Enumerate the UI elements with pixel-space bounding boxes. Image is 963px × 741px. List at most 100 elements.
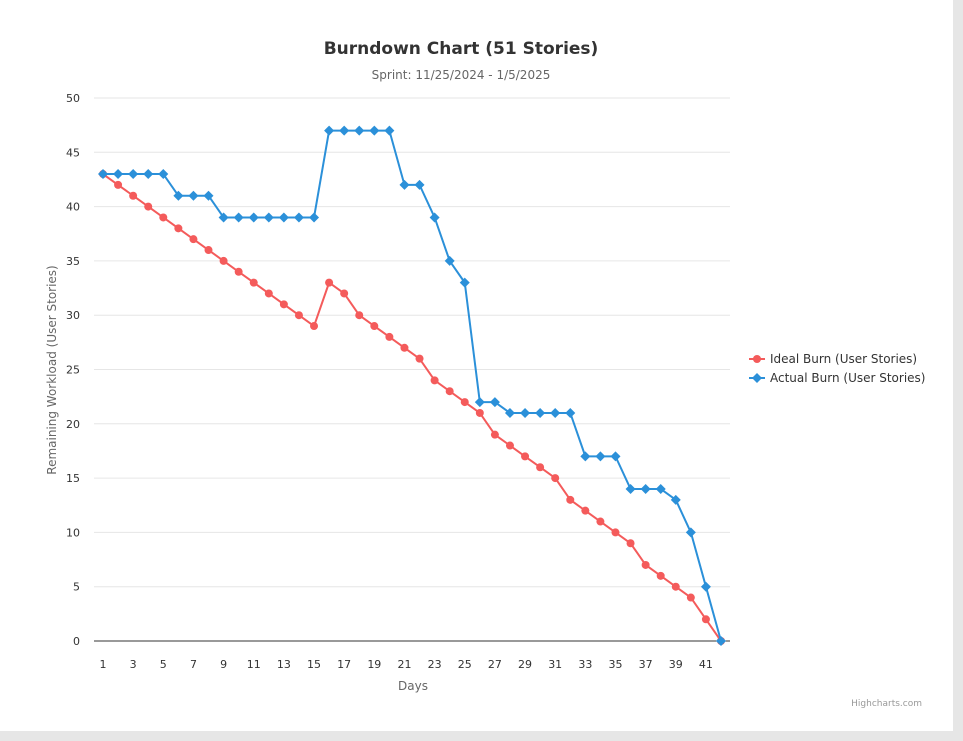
data-point[interactable] xyxy=(203,190,214,201)
data-point[interactable] xyxy=(444,255,455,266)
data-point[interactable] xyxy=(536,463,545,472)
data-point[interactable] xyxy=(354,125,365,136)
x-tick-label: 23 xyxy=(428,658,442,671)
burndown-chart: Burndown Chart (51 Stories) Sprint: 11/2… xyxy=(45,39,925,709)
x-tick-label: 21 xyxy=(397,658,411,671)
data-point[interactable] xyxy=(355,311,364,320)
data-point[interactable] xyxy=(716,636,726,646)
data-point[interactable] xyxy=(520,407,531,418)
data-point[interactable] xyxy=(611,528,620,537)
data-point[interactable] xyxy=(385,332,394,341)
data-point[interactable] xyxy=(504,407,515,418)
data-point[interactable] xyxy=(565,407,576,418)
legend-item[interactable]: Ideal Burn (User Stories) xyxy=(749,352,917,366)
data-point[interactable] xyxy=(278,212,289,223)
data-point[interactable] xyxy=(580,451,591,462)
x-tick-label: 5 xyxy=(160,658,167,671)
data-point[interactable] xyxy=(174,224,183,233)
data-point[interactable] xyxy=(550,407,561,418)
data-point[interactable] xyxy=(399,179,410,190)
data-point[interactable] xyxy=(656,571,665,580)
data-point[interactable] xyxy=(700,581,711,592)
data-point[interactable] xyxy=(489,397,500,408)
data-point[interactable] xyxy=(294,311,303,320)
data-point[interactable] xyxy=(340,289,349,298)
data-point[interactable] xyxy=(670,494,681,505)
data-point[interactable] xyxy=(445,387,454,396)
data-point[interactable] xyxy=(685,527,696,538)
data-point[interactable] xyxy=(640,483,651,494)
data-point[interactable] xyxy=(641,560,650,569)
data-point[interactable] xyxy=(625,483,636,494)
data-point[interactable] xyxy=(626,539,635,548)
legend-item[interactable]: Actual Burn (User Stories) xyxy=(749,371,925,385)
chart-title: Burndown Chart (51 Stories) xyxy=(324,39,599,59)
legend-marker xyxy=(753,355,761,363)
data-point[interactable] xyxy=(701,615,710,624)
data-point[interactable] xyxy=(218,212,229,223)
data-point[interactable] xyxy=(309,212,320,223)
data-point[interactable] xyxy=(459,277,470,288)
data-point[interactable] xyxy=(129,191,138,200)
data-point[interactable] xyxy=(143,169,154,180)
data-point[interactable] xyxy=(219,256,228,265)
data-point[interactable] xyxy=(475,408,484,417)
data-point[interactable] xyxy=(655,483,666,494)
data-point[interactable] xyxy=(233,212,244,223)
data-point[interactable] xyxy=(460,398,469,407)
data-point[interactable] xyxy=(384,125,395,136)
data-point[interactable] xyxy=(474,397,485,408)
data-point[interactable] xyxy=(430,376,439,385)
data-point[interactable] xyxy=(248,212,259,223)
data-point[interactable] xyxy=(128,169,139,180)
data-point[interactable] xyxy=(264,289,273,298)
data-point[interactable] xyxy=(414,179,425,190)
data-point[interactable] xyxy=(188,190,199,201)
data-point[interactable] xyxy=(551,474,560,483)
data-point[interactable] xyxy=(324,125,335,136)
chart-panel-inner xyxy=(30,30,931,711)
data-point[interactable] xyxy=(249,278,258,287)
data-point[interactable] xyxy=(610,451,621,462)
y-tick-label: 15 xyxy=(66,472,80,485)
data-point[interactable] xyxy=(686,593,695,602)
y-tick-label: 50 xyxy=(66,92,80,105)
data-point[interactable] xyxy=(173,190,184,201)
data-point[interactable] xyxy=(490,430,499,439)
data-point[interactable] xyxy=(671,582,680,591)
data-point[interactable] xyxy=(310,322,319,331)
x-tick-label: 27 xyxy=(488,658,502,671)
data-point[interactable] xyxy=(279,300,288,309)
data-point[interactable] xyxy=(535,407,546,418)
legend-label: Actual Burn (User Stories) xyxy=(770,371,925,385)
x-tick-label: 9 xyxy=(220,658,227,671)
data-point[interactable] xyxy=(204,246,213,255)
data-point[interactable] xyxy=(144,202,153,211)
data-point[interactable] xyxy=(325,278,334,287)
data-point[interactable] xyxy=(595,451,606,462)
data-point[interactable] xyxy=(429,212,440,223)
data-point[interactable] xyxy=(98,169,108,180)
data-point[interactable] xyxy=(581,506,590,515)
data-point[interactable] xyxy=(400,343,409,352)
data-point[interactable] xyxy=(505,441,514,450)
data-point[interactable] xyxy=(370,322,379,331)
data-point[interactable] xyxy=(159,213,168,222)
data-point[interactable] xyxy=(596,517,605,526)
data-point[interactable] xyxy=(566,495,575,504)
data-point[interactable] xyxy=(158,169,169,180)
data-point[interactable] xyxy=(369,125,380,136)
credits-link[interactable]: Highcharts.com xyxy=(851,699,922,709)
data-point[interactable] xyxy=(234,267,243,276)
y-tick-label: 5 xyxy=(73,581,80,594)
data-point[interactable] xyxy=(293,212,304,223)
x-tick-label: 17 xyxy=(337,658,351,671)
data-point[interactable] xyxy=(415,354,424,363)
data-point[interactable] xyxy=(263,212,274,223)
data-point[interactable] xyxy=(189,235,198,244)
data-point[interactable] xyxy=(339,125,350,136)
data-point[interactable] xyxy=(114,180,123,189)
data-point[interactable] xyxy=(113,169,124,180)
y-tick-label: 10 xyxy=(66,526,80,539)
data-point[interactable] xyxy=(521,452,530,461)
